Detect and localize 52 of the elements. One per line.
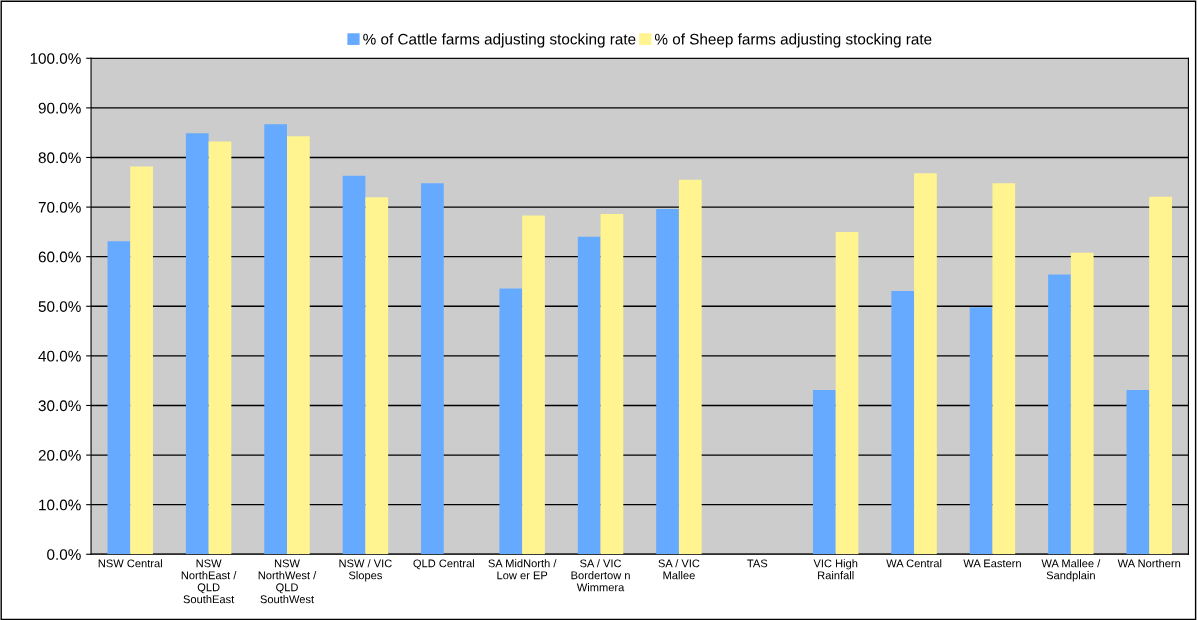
bar — [914, 173, 937, 555]
y-tick-label: 70.0% — [38, 201, 81, 213]
bar — [1070, 252, 1094, 555]
bar — [656, 209, 679, 555]
bar — [969, 307, 993, 555]
y-tick-label: 10.0% — [39, 499, 81, 511]
bar — [107, 241, 131, 555]
bar — [600, 214, 624, 555]
bar — [992, 183, 1016, 555]
bar — [365, 197, 389, 555]
bar — [130, 166, 153, 555]
x-tick-label: WA Central — [886, 559, 942, 568]
x-tick-label: VIC High Rainfall — [813, 559, 858, 580]
bar — [891, 290, 915, 555]
x-tick-label: WA Northern — [1117, 559, 1181, 568]
bar — [185, 133, 209, 555]
y-tick-label: 80.0% — [38, 152, 81, 164]
bar — [1126, 390, 1150, 555]
bar — [522, 215, 545, 555]
y-tick-label: 20.0% — [38, 449, 81, 461]
y-tick-label: 40.0% — [38, 350, 81, 362]
x-tick-label: NSW NorthEast / QLD SouthEast — [181, 559, 237, 604]
bar — [1048, 274, 1071, 555]
y-tick-label: 90.0% — [38, 102, 81, 114]
bar — [1149, 196, 1172, 555]
y-tick-label: 60.0% — [38, 251, 81, 263]
bar — [499, 288, 523, 555]
legend-label: % of Sheep farms adjusting stocking rate — [654, 33, 932, 48]
x-tick-label: QLD Central — [413, 559, 474, 570]
x-tick-label: SA / VIC Mallee — [658, 559, 700, 580]
bar — [835, 231, 859, 555]
x-tick-label: SA MidNorth / Low er EP — [488, 559, 557, 580]
y-tick-label: 50.0% — [38, 301, 81, 312]
x-tick-label: NSW / VIC Slopes — [339, 559, 392, 582]
x-tick-label: WA Mallee / Sandplain — [1041, 559, 1101, 582]
bar — [287, 136, 310, 555]
y-tick-label: 30.0% — [38, 400, 81, 412]
y-tick-label: 100.0% — [30, 53, 81, 64]
x-tick-label: WA Eastern — [963, 559, 1021, 568]
bar — [342, 175, 366, 555]
legend-label: % of Cattle farms adjusting stocking rate — [363, 33, 636, 48]
x-tick-label: NSW NorthWest / QLD SouthWest — [258, 559, 317, 604]
y-tick-label: 0.0% — [47, 549, 81, 560]
bar — [264, 124, 288, 555]
bar — [577, 236, 601, 555]
x-tick-label: TAS — [747, 559, 768, 568]
bar — [421, 183, 444, 555]
bar — [812, 390, 836, 555]
x-tick-label: SA / VIC Bordertow n Wimmera — [571, 559, 630, 592]
bar — [678, 179, 702, 555]
bar — [208, 141, 232, 555]
x-tick-label: NSW Central — [98, 559, 162, 568]
